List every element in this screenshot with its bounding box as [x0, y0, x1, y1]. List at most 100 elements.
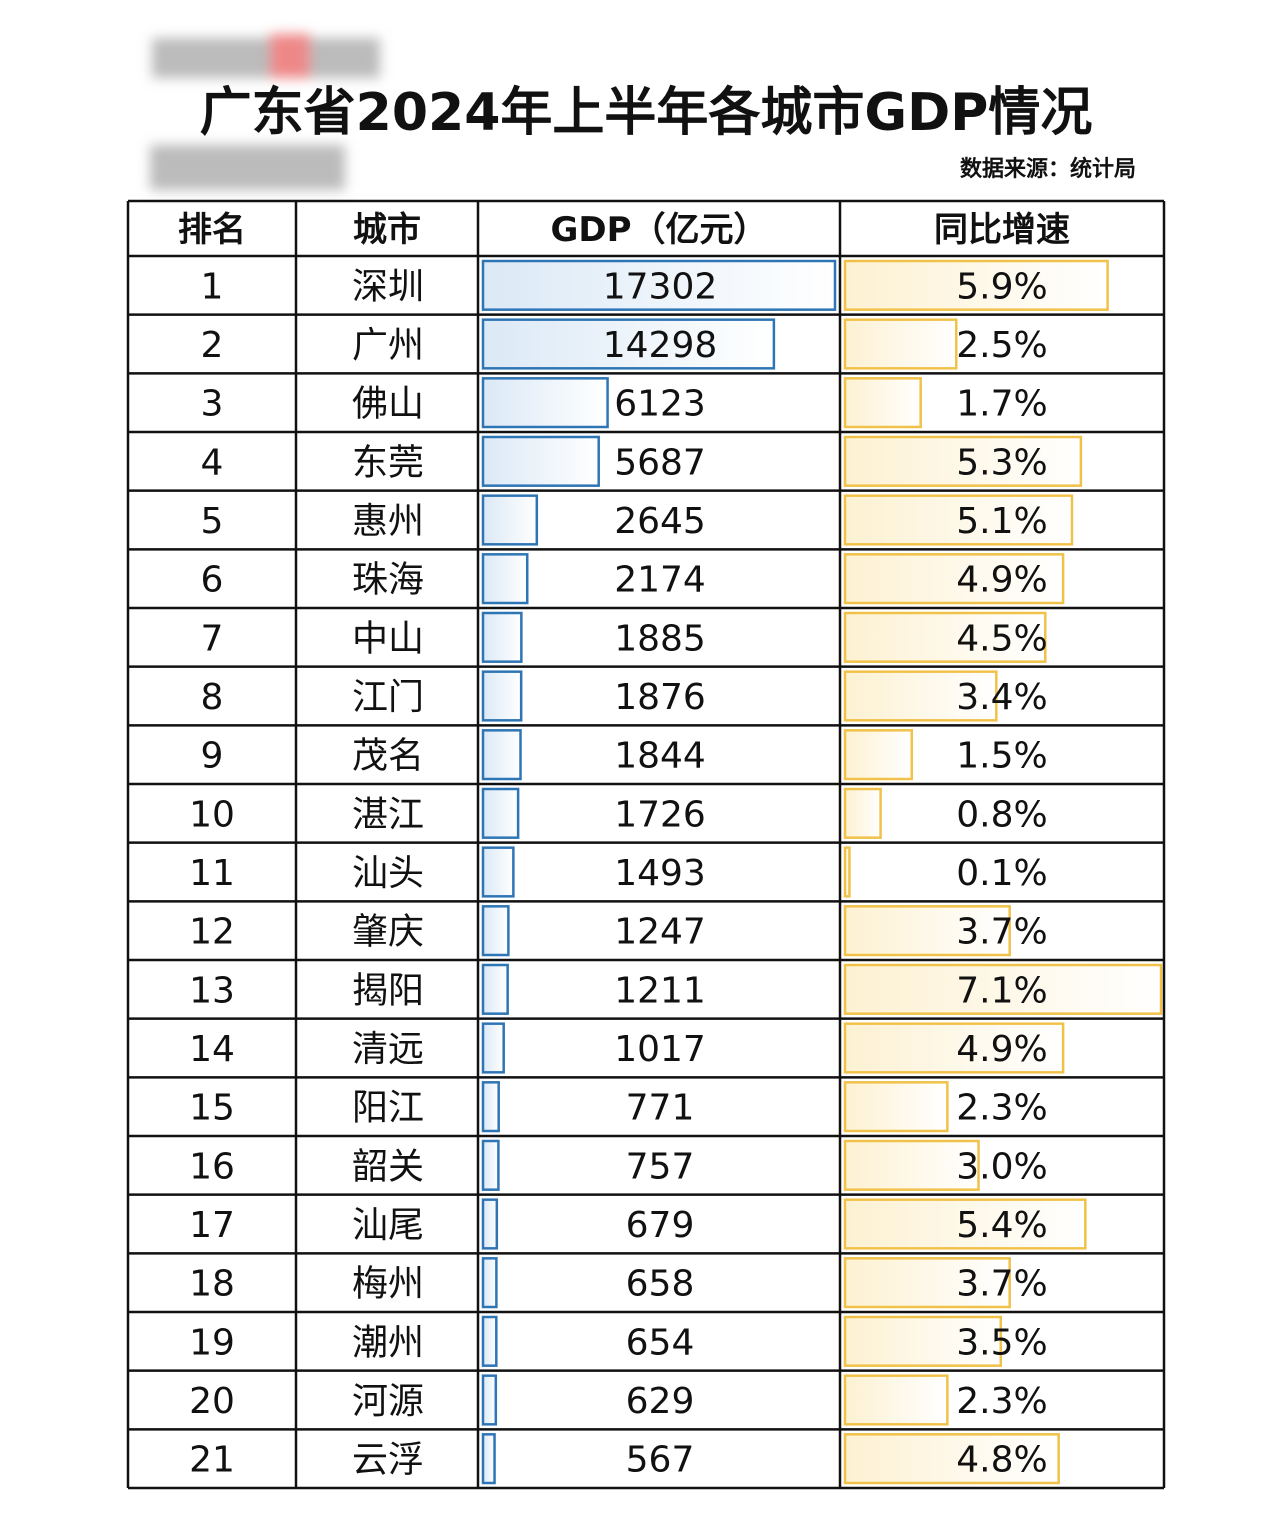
city-cell: 汕头 — [352, 853, 424, 894]
growth-cell: 1.5% — [956, 736, 1047, 777]
gdp-cell: 1726 — [614, 794, 706, 835]
growth-cell: 5.1% — [956, 501, 1047, 542]
growth-bar — [843, 846, 851, 898]
city-cell: 湛江 — [352, 794, 424, 835]
growth-bar — [843, 1198, 1087, 1250]
rank-cell: 8 — [201, 677, 224, 718]
city-cell: 深圳 — [352, 266, 424, 307]
header-cell: 同比增速 — [934, 210, 1070, 250]
city-cell: 揭阳 — [352, 970, 424, 1011]
rank-cell: 3 — [201, 384, 224, 425]
city-cell: 云浮 — [352, 1440, 424, 1481]
city-cell: 阳江 — [352, 1088, 424, 1129]
gdp-cell: 1247 — [614, 912, 706, 953]
city-cell: 梅州 — [352, 1264, 424, 1305]
gdp-bar — [481, 553, 529, 605]
gdp-cell: 6123 — [614, 384, 706, 425]
gdp-cell: 1017 — [614, 1029, 706, 1070]
growth-cell: 5.4% — [956, 1205, 1047, 1246]
growth-cell: 3.5% — [956, 1322, 1047, 1363]
growth-bar — [843, 905, 1011, 957]
growth-cell: 1.7% — [956, 384, 1047, 425]
rank-cell: 20 — [189, 1381, 235, 1422]
city-cell: 中山 — [352, 618, 424, 659]
gdp-cell: 771 — [626, 1088, 695, 1129]
gdp-bar — [481, 963, 509, 1015]
growth-bar — [843, 963, 1163, 1015]
gdp-cell: 1211 — [614, 970, 706, 1011]
city-cell: 韶关 — [352, 1146, 424, 1187]
city-cell: 茂名 — [352, 736, 424, 777]
growth-bar — [843, 1315, 1003, 1367]
gdp-bar — [481, 318, 776, 370]
rank-cell: 2 — [201, 325, 224, 366]
blurred-watermark — [150, 34, 380, 190]
gdp-bar — [481, 787, 520, 839]
gdp-bar — [481, 729, 522, 781]
gdp-cell: 1493 — [614, 853, 706, 894]
rank-cell: 18 — [189, 1264, 235, 1305]
rank-cell: 15 — [189, 1088, 235, 1129]
gdp-bar — [481, 1081, 500, 1133]
gdp-bar — [481, 494, 539, 546]
gdp-bar — [481, 1198, 499, 1250]
gdp-bar — [481, 670, 523, 722]
gdp-cell: 2645 — [614, 501, 706, 542]
city-cell: 汕尾 — [352, 1205, 424, 1246]
city-cell: 潮州 — [352, 1322, 424, 1363]
growth-bar — [843, 494, 1074, 546]
gdp-cell: 5687 — [614, 442, 706, 483]
growth-bar — [843, 1139, 980, 1191]
gdp-bar — [481, 1257, 498, 1309]
growth-cell: 4.9% — [956, 560, 1047, 601]
gdp-bar — [481, 1433, 496, 1485]
rank-cell: 13 — [189, 970, 235, 1011]
gdp-cell: 757 — [626, 1146, 695, 1187]
rank-cell: 6 — [201, 560, 224, 601]
header-cell: GDP（亿元） — [550, 210, 767, 250]
gdp-cell: 679 — [626, 1205, 695, 1246]
rank-cell: 14 — [189, 1029, 235, 1070]
growth-bar — [843, 787, 882, 839]
city-cell: 河源 — [352, 1381, 424, 1422]
growth-cell: 4.9% — [956, 1029, 1047, 1070]
growth-bar — [843, 1081, 949, 1133]
rank-cell: 1 — [201, 266, 224, 307]
growth-cell: 4.8% — [956, 1440, 1047, 1481]
growth-cell: 3.7% — [956, 1264, 1047, 1305]
rank-cell: 7 — [201, 618, 224, 659]
gdp-cell: 658 — [626, 1264, 695, 1305]
rank-cell: 11 — [189, 853, 235, 894]
gdp-cell: 629 — [626, 1381, 695, 1422]
growth-cell: 2.3% — [956, 1381, 1047, 1422]
gdp-cell: 2174 — [614, 560, 706, 601]
growth-bar — [843, 435, 1083, 487]
gdp-cell: 567 — [626, 1440, 695, 1481]
gdp-bar — [481, 611, 523, 663]
growth-bar — [843, 611, 1047, 663]
growth-cell: 3.4% — [956, 677, 1047, 718]
city-cell: 东莞 — [352, 442, 424, 483]
rank-cell: 4 — [201, 442, 224, 483]
gdp-cell: 654 — [626, 1322, 695, 1363]
city-cell: 清远 — [352, 1029, 424, 1070]
growth-bar — [843, 1374, 949, 1426]
gdp-cell: 17302 — [603, 266, 718, 307]
rank-cell: 5 — [201, 501, 224, 542]
gdp-cell: 14298 — [603, 325, 718, 366]
rank-cell: 19 — [189, 1322, 235, 1363]
city-cell: 佛山 — [352, 384, 424, 425]
growth-cell: 4.5% — [956, 618, 1047, 659]
city-cell: 惠州 — [352, 501, 424, 542]
city-cell: 江门 — [352, 677, 424, 718]
growth-cell: 7.1% — [956, 970, 1047, 1011]
header-cell: 排名 — [178, 210, 246, 250]
source: 数据来源：统计局 — [960, 156, 1136, 182]
gdp-bar — [481, 259, 837, 311]
rank-cell: 9 — [201, 736, 224, 777]
growth-cell: 0.1% — [956, 853, 1047, 894]
gdp-bar — [481, 1139, 500, 1191]
city-cell: 广州 — [352, 325, 424, 366]
gdp-bar — [481, 1022, 505, 1074]
